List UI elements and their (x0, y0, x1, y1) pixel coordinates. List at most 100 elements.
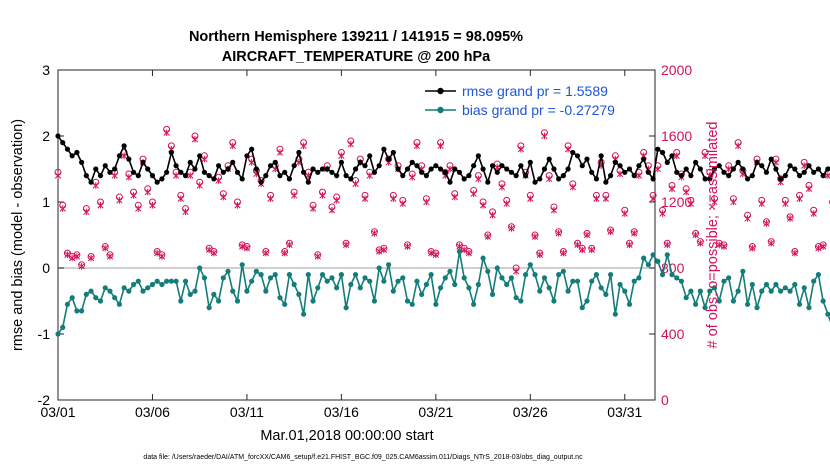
obs-assimilated-point (550, 206, 558, 214)
rmse-point (197, 153, 203, 159)
rmse-point (83, 173, 89, 179)
bias-point (267, 275, 274, 281)
obs-assimilated-point (333, 197, 340, 204)
rmse-point (608, 173, 614, 179)
rmse-point (93, 166, 99, 172)
bias-point (107, 288, 113, 294)
obs-assimilated-point (791, 249, 798, 257)
obs-assimilated-point (786, 215, 794, 222)
rmse-point (168, 149, 174, 156)
bias-point (815, 272, 822, 278)
rmse-point (277, 173, 283, 179)
plot-area (57, 69, 656, 401)
bias-point (811, 278, 817, 284)
bias-point (69, 295, 75, 301)
rmse-point (239, 176, 245, 182)
bias-point (164, 278, 170, 284)
bias-point (334, 285, 340, 291)
obs-assimilated-point (220, 193, 227, 201)
rmse-point (740, 166, 746, 172)
bias-point (282, 301, 288, 307)
obs-assimilated-point (106, 253, 114, 260)
obs-assimilated-point (659, 210, 666, 217)
rmse-point (154, 179, 160, 185)
rmse-point (579, 163, 585, 169)
rmse-point (234, 169, 241, 175)
bias-point (650, 252, 656, 258)
rmse-point (112, 166, 118, 172)
obs-assimilated-point (239, 243, 246, 250)
rmse-point (192, 166, 198, 172)
rmse-point (88, 179, 94, 185)
rmse-point (522, 173, 529, 179)
obs-assimilated-point (347, 140, 354, 148)
bias-point (659, 272, 666, 278)
bias-point (626, 301, 633, 307)
bias-point (201, 275, 208, 281)
rmse-point (669, 153, 675, 159)
rmse-point (362, 163, 368, 169)
rmse-point (437, 166, 444, 172)
obs-assimilated-point (191, 136, 199, 143)
bias-point (726, 275, 732, 281)
bias-point (305, 272, 311, 278)
bias-point (324, 278, 330, 284)
bias-point (310, 298, 316, 304)
obs-assimilated-point (692, 231, 699, 239)
bias-point (409, 301, 415, 307)
bias-point (371, 298, 378, 304)
left-tick-label: 3 (42, 62, 50, 78)
x-tick-label: 03/06 (135, 404, 170, 420)
bias-point (395, 278, 401, 284)
rmse-point (230, 159, 236, 165)
obs-assimilated-point (87, 254, 95, 262)
rmse-point (69, 153, 75, 159)
rmse-point (593, 176, 600, 182)
bias-point (730, 298, 737, 304)
bias-point (442, 275, 448, 281)
obs-assimilated-point (262, 249, 269, 257)
rmse-point (149, 173, 156, 179)
bias-point (197, 265, 203, 271)
x-axis-label: Mar.01,2018 00:00:00 start (260, 428, 433, 444)
obs-assimilated-point (479, 202, 487, 209)
obs-assimilated-point (432, 251, 440, 259)
left-axis-label: rmse and bias (model - observation) (10, 119, 26, 351)
obs-assimilated-point (564, 145, 572, 153)
rmse-point (386, 156, 392, 162)
rmse-point (121, 143, 127, 149)
rmse-point (825, 166, 830, 172)
obs-assimilated-point (560, 249, 567, 257)
obs-assimilated-point (517, 145, 525, 153)
obs-assimilated-point (664, 241, 671, 249)
obs-assimilated-point (286, 241, 293, 249)
rmse-point (551, 166, 557, 172)
rmse-point (164, 169, 170, 175)
obs-assimilated-point (720, 243, 728, 250)
bias-point (296, 291, 302, 297)
bias-point (348, 281, 354, 288)
rmse-point (423, 173, 430, 179)
bias-point (319, 272, 326, 278)
obs-assimilated-point (243, 244, 251, 252)
bias-point (447, 268, 453, 274)
bias-point (664, 252, 670, 258)
obs-assimilated-point (546, 175, 553, 183)
obs-assimilated-point (276, 149, 284, 156)
rmse-point (489, 163, 496, 169)
bias-point (825, 311, 830, 317)
bias-point (494, 265, 500, 271)
obs-assimilated-point (815, 244, 822, 252)
obs-assimilated-point (730, 198, 737, 206)
x-tick-label: 03/21 (418, 404, 453, 420)
bias-point (352, 272, 359, 278)
obs-assimilated-point (512, 268, 520, 275)
rmse-point (556, 176, 562, 182)
rmse-point (707, 176, 713, 182)
bias-point (230, 288, 236, 294)
rmse-point (456, 169, 463, 175)
obs-assimilated-point (201, 155, 208, 163)
legend-bias-marker (437, 106, 444, 114)
rmse-point (301, 169, 307, 175)
rmse-point (329, 169, 335, 175)
